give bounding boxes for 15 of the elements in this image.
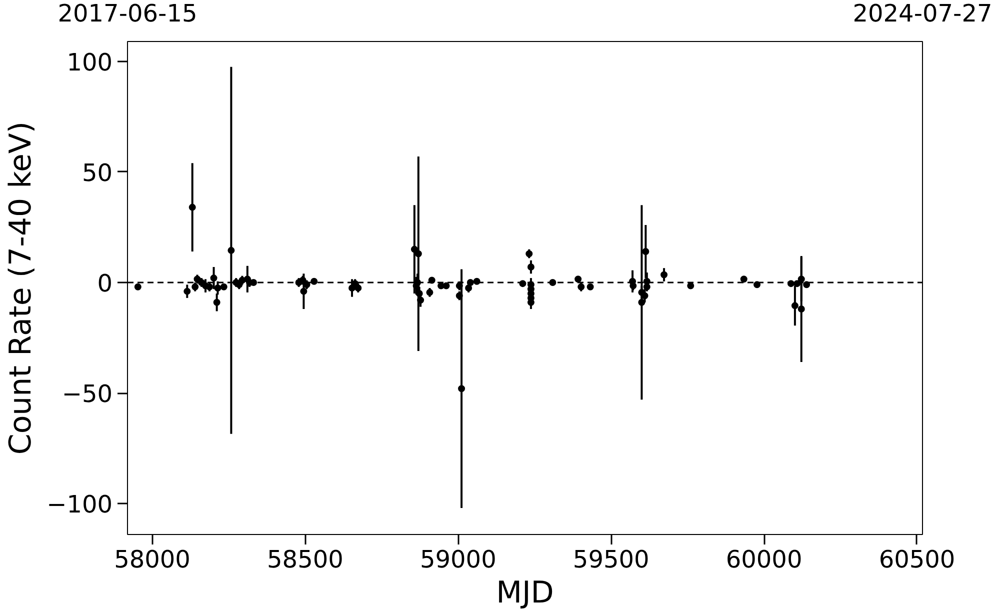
y-tick-label: −100 [46, 490, 113, 519]
x-tick-label: 59000 [420, 546, 496, 574]
y-tick-label: 50 [82, 158, 113, 187]
x2-tick-label: 2024-07-27 [852, 0, 992, 28]
x-tick-label: 59500 [572, 546, 650, 574]
y-tick-label: 100 [66, 48, 113, 76]
x-axis-title: MJD [496, 576, 554, 610]
x-tick-label: 58500 [267, 546, 344, 574]
y-tick-label: 0 [97, 269, 113, 298]
y-tick-label: −50 [62, 380, 113, 408]
x2-tick-label: 2017-06-15 [58, 0, 198, 28]
x-tick-label: 60000 [726, 546, 802, 574]
x-tick-label: 58000 [114, 546, 190, 574]
y-axis-title: Count Rate (7-40 keV) [4, 121, 39, 455]
x-tick-label: 60500 [878, 546, 956, 574]
